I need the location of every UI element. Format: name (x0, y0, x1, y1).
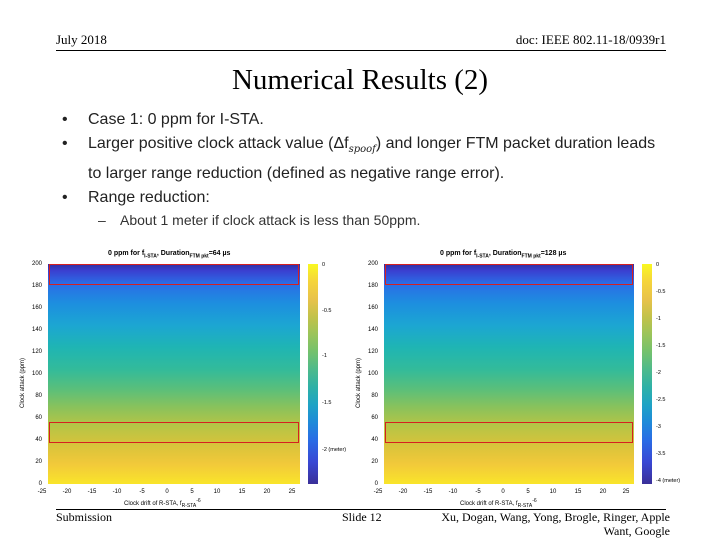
spoof-subscript: spoof (348, 144, 376, 156)
heatmap-plot-left: 0 ppm for fI-STA, DurationFTM pkt=64 µs … (12, 242, 352, 514)
highlight-box-bottom (49, 422, 299, 443)
highlight-box-top (385, 264, 633, 285)
heatmap-plot-right: 0 ppm for fI-STA, DurationFTM pkt=128 µs… (348, 242, 684, 514)
sub-bullet-item: – About 1 meter if clock attack is less t… (98, 212, 421, 229)
plot-title: 0 ppm for fI-STA, DurationFTM pkt=64 µs (108, 250, 231, 260)
y-axis-label: Clock attack (ppm) (356, 357, 362, 408)
heatmap (384, 264, 634, 484)
x-axis-label: Clock drift of R-STA, fR-STA-6 (460, 498, 537, 510)
slide-title: Numerical Results (2) (231, 64, 489, 96)
header-date: July 2018 (56, 32, 107, 47)
heatmap (48, 264, 300, 484)
colorbar (308, 264, 318, 484)
bullet-item: • Case 1: 0 ppm for I-STA. (62, 111, 264, 128)
colorbar (642, 264, 652, 484)
footer-rule (56, 509, 666, 510)
bullet-item: • Range reduction: (62, 189, 210, 207)
highlight-box-bottom (385, 422, 633, 443)
x-axis-label: Clock drift of R-STA, fR-STA-6 (124, 498, 201, 510)
y-axis-label: Clock attack (ppm) (20, 357, 26, 408)
plot-title: 0 ppm for fI-STA, DurationFTM pkt=128 µs (440, 250, 567, 260)
footer-submission: Submission (56, 510, 113, 524)
highlight-box-top (49, 264, 299, 285)
header-rule (56, 50, 666, 51)
bullet-list: • Case 1: 0 ppm for I-STA. • Larger positi… (60, 108, 670, 230)
header-doc-id: doc: IEEE 802.11-18/0939r1 (515, 32, 666, 47)
footer-slide-number: Slide 12 (342, 510, 382, 524)
footer-authors: Xu, Dogan, Wang, Yong, Brogle, Ringer, A… (441, 510, 670, 538)
bullet-item: • Larger positive clock attack value (Δfs… (62, 135, 656, 183)
